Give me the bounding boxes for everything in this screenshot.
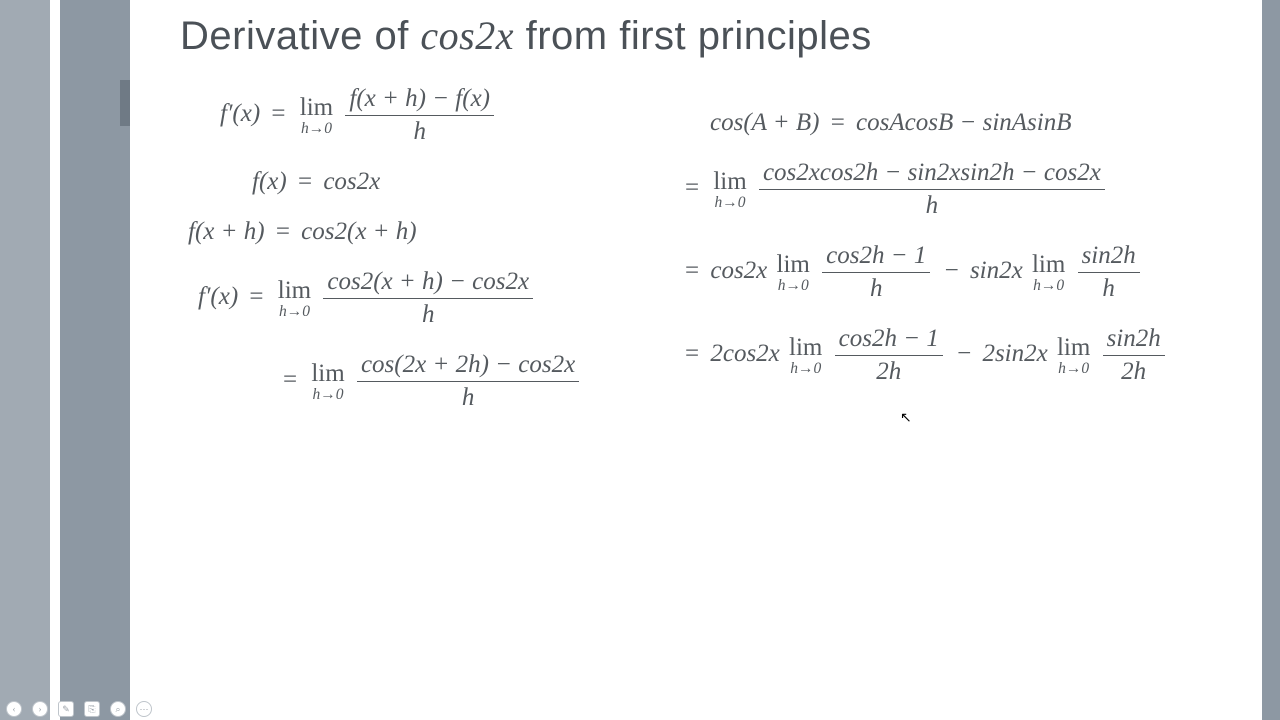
lhs: f′(x): [220, 100, 260, 127]
eq-expand2: = cos2x lim h→0 cos2h − 1 h − sin2x lim …: [680, 242, 1232, 303]
eq-fx: f(x) = cos2x: [180, 168, 640, 196]
eq-expand1: = lim h→0 cos2xcos2h − sin2xsin2h − cos2…: [680, 159, 1232, 220]
columns: f′(x) = lim h→0 f(x + h) − f(x) h f(x) =…: [180, 75, 1232, 434]
more-button[interactable]: ⋯: [136, 701, 152, 717]
left-rail-stripe: [0, 0, 50, 720]
right-rail: [1262, 0, 1280, 720]
eq-fprime-expanded: f′(x) = lim h→0 cos2(x + h) − cos2x h: [180, 268, 640, 329]
next-button[interactable]: ›: [32, 701, 48, 717]
title-prefix: Derivative of: [180, 14, 420, 58]
prev-button[interactable]: ‹: [6, 701, 22, 717]
left-column: f′(x) = lim h→0 f(x + h) − f(x) h f(x) =…: [180, 75, 640, 434]
eq-cos-identity: cos(A + B) = cosAcosB − sinAsinB: [680, 109, 1232, 137]
eq-fprime-step2: = lim h→0 cos(2x + 2h) − cos2x h: [180, 351, 640, 412]
right-column: cos(A + B) = cosAcosB − sinAsinB = lim h…: [680, 75, 1232, 434]
presenter-toolbar: ‹ › ✎ ⎘ ⌕ ⋯: [0, 698, 1280, 720]
title-expr: cos2x: [420, 13, 514, 58]
fraction: f(x + h) − f(x) h: [345, 85, 494, 146]
pen-button[interactable]: ✎: [58, 701, 74, 717]
clipboard-button[interactable]: ⎘: [84, 701, 100, 717]
title-suffix: from first principles: [514, 14, 872, 58]
eq-definition: f′(x) = lim h→0 f(x + h) − f(x) h: [180, 85, 640, 146]
left-inner-rail: π: [60, 0, 130, 720]
cursor-icon: ↖: [900, 410, 912, 427]
limit: lim h→0: [300, 94, 333, 138]
left-outer-rail: [0, 0, 60, 720]
slide-title: Derivative of cos2x from first principle…: [180, 12, 1232, 59]
eq-expand3: = 2cos2x lim h→0 cos2h − 1 2h − 2sin2x l…: [680, 325, 1232, 386]
equals: =: [266, 100, 290, 127]
slide-content: Derivative of cos2x from first principle…: [130, 0, 1262, 720]
eq-fxh: f(x + h) = cos2(x + h): [180, 218, 640, 246]
zoom-button[interactable]: ⌕: [110, 701, 126, 717]
